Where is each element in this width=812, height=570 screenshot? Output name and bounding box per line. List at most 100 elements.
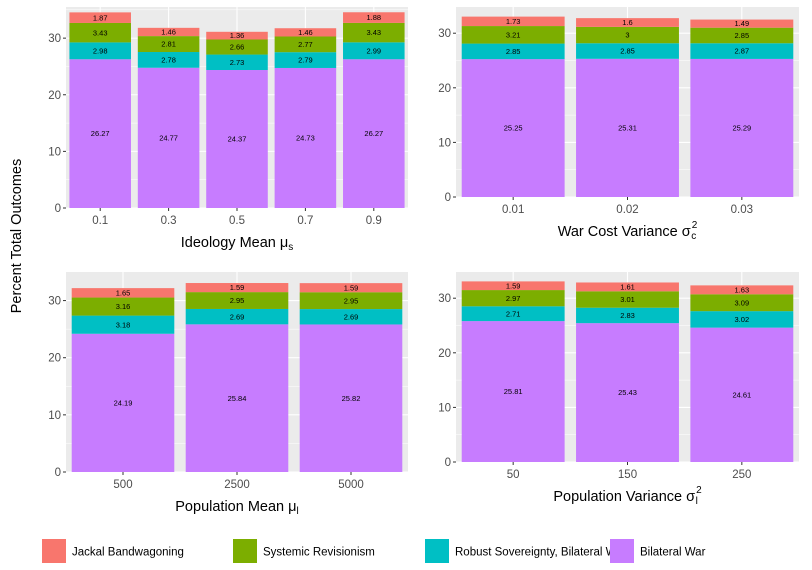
data-label: 26.27 (91, 129, 110, 138)
data-label: 1.73 (506, 17, 521, 26)
bar-segment (206, 54, 268, 71)
data-label: 26.27 (364, 129, 383, 138)
data-label: 2.83 (620, 311, 635, 320)
data-label: 1.87 (93, 13, 108, 22)
data-label: 2.66 (230, 43, 245, 52)
bar-segment (274, 36, 337, 53)
data-label: 2.98 (93, 46, 108, 55)
y-tick-label: 30 (438, 28, 451, 40)
x-tick-label: 2500 (224, 479, 250, 491)
y-tick-label: 10 (438, 137, 451, 149)
bar-segment (690, 27, 794, 44)
panel-4: 25.81 2.71 2.97 1.59 25.43 2.83 3.01 1.61 24.61 3… (438, 272, 799, 507)
data-label: 25.31 (618, 124, 637, 133)
bar-segment (343, 12, 405, 23)
data-label: 24.19 (114, 398, 133, 407)
data-label: 24.73 (296, 134, 315, 143)
bar-segment (274, 52, 337, 68)
bar-segment (576, 58, 679, 197)
data-label: 25.25 (504, 124, 523, 133)
y-tick-label: 10 (438, 402, 451, 414)
data-label: 1.65 (116, 288, 131, 297)
data-label: 1.63 (735, 285, 750, 294)
data-label: 2.69 (344, 312, 359, 321)
data-label: 3 (625, 31, 629, 40)
y-tick-label: 10 (48, 410, 61, 422)
x-tick-label: 0.01 (502, 204, 524, 216)
legend-key (233, 539, 257, 563)
bar-segment (461, 16, 565, 27)
bar-segment (690, 285, 794, 295)
legend: Jackal Bandwagoning Systemic Revisionism R… (42, 539, 706, 563)
data-label: 1.59 (506, 281, 521, 290)
data-label: 1.46 (298, 28, 313, 37)
bar-segment (71, 297, 175, 316)
data-label: 1.59 (344, 283, 359, 292)
bar-segment (461, 290, 565, 307)
x-axis-title: Ideology Mean μs (181, 235, 294, 253)
bar-segment (576, 18, 679, 27)
x-axis-title: War Cost Variance σ2 c (558, 220, 698, 242)
x-tick-label: 0.5 (229, 215, 245, 227)
x-tick-label: 500 (113, 479, 132, 491)
bar-segment (137, 67, 200, 208)
bar-segment (576, 43, 679, 59)
y-tick-label: 0 (55, 203, 61, 215)
data-label: 2.95 (344, 296, 359, 305)
x-tick-label: 0.02 (616, 204, 638, 216)
data-label: 1.36 (230, 31, 245, 40)
data-label: 24.37 (228, 135, 247, 144)
bar-segment (576, 26, 679, 44)
data-label: 2.78 (161, 55, 176, 64)
data-label: 2.85 (506, 47, 521, 56)
data-label: 1.49 (735, 19, 750, 28)
x-tick-label: 0.7 (297, 215, 313, 227)
x-tick-label: 250 (732, 469, 751, 481)
data-label: 3.18 (116, 320, 131, 329)
y-tick-label: 30 (438, 293, 451, 305)
x-axis-title: Population Mean μl (175, 499, 298, 517)
bar-segment (71, 333, 175, 472)
panel-2: 25.25 2.85 3.21 1.73 25.31 2.85 3 1.6 25.29 2.87 2… (438, 7, 799, 242)
x-axis-title-main: Population Mean μ (175, 499, 296, 515)
x-axis-title-superscript: 2 (692, 220, 698, 231)
x-axis-title: Population Variance σ2 l (553, 485, 702, 507)
data-label: 3.09 (735, 298, 750, 307)
x-axis-title-main: Population Variance σ (553, 489, 695, 505)
bar-segment (461, 59, 565, 197)
bar-segment (576, 323, 679, 462)
data-label: 2.87 (735, 47, 750, 56)
bar-segment (185, 292, 289, 309)
x-axis-title-subscript: s (288, 242, 293, 253)
x-axis-title-subscript: c (691, 231, 696, 242)
bar-segment (299, 283, 403, 293)
bar-segment (576, 291, 679, 308)
bar-segment (690, 311, 794, 328)
bar-segment (299, 309, 403, 325)
bar-segment (185, 324, 289, 472)
panel-3: 24.19 3.18 3.16 1.65 25.84 2.69 2.95 1.59 25.82 2… (48, 272, 408, 517)
bar-segment (690, 43, 794, 59)
data-label: 3.21 (506, 30, 521, 39)
data-label: 25.84 (228, 394, 247, 403)
data-label: 2.99 (366, 46, 381, 55)
y-tick-label: 30 (48, 296, 61, 308)
data-label: 1.59 (230, 283, 245, 292)
legend-key (610, 539, 634, 563)
y-tick-label: 0 (445, 457, 451, 469)
data-label: 2.77 (298, 40, 313, 49)
data-label: 2.79 (298, 56, 313, 65)
data-label: 1.46 (161, 28, 176, 37)
bar-segment (69, 22, 131, 43)
y-tick-label: 20 (438, 348, 451, 360)
legend-key (42, 539, 66, 563)
legend-label: Bilateral War (640, 547, 706, 559)
bar-segment (206, 31, 268, 40)
bar-segment (576, 282, 679, 292)
data-label: 3.16 (116, 302, 131, 311)
legend-label: Robust Sovereignty, Bilateral War (455, 547, 626, 559)
bar-segment (461, 306, 565, 322)
data-label: 25.82 (342, 394, 361, 403)
x-tick-label: 0.03 (731, 204, 753, 216)
bar-segment (690, 327, 794, 462)
